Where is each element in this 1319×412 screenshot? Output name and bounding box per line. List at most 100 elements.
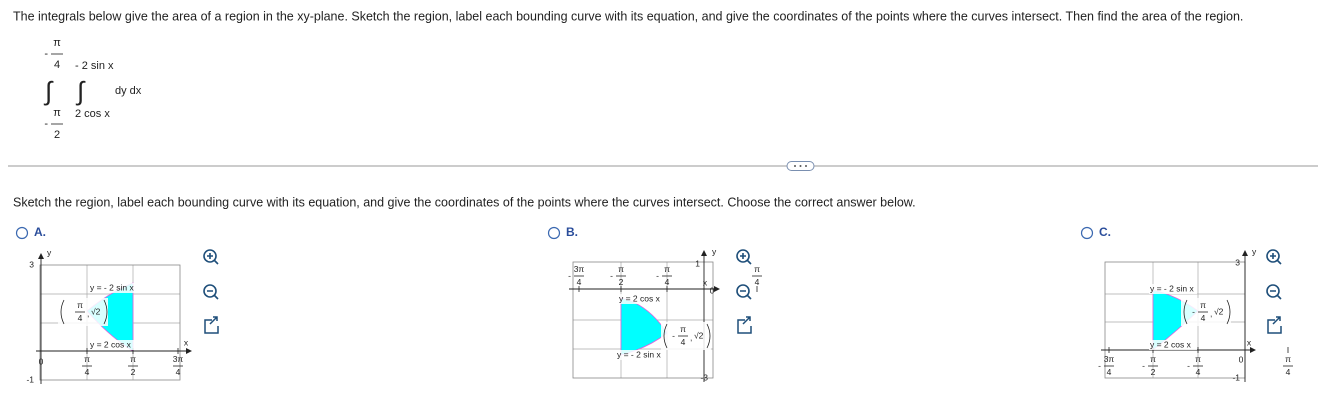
fraction-sign: -: [1192, 306, 1195, 316]
option-label: A.: [34, 225, 46, 239]
fraction-sign: -: [568, 270, 571, 280]
point-y: √2: [91, 306, 101, 316]
zoom-icon[interactable]: [736, 249, 750, 263]
zoom-icon[interactable]: [203, 249, 217, 263]
fraction-sign: -: [672, 330, 675, 340]
fraction-denominator: 4: [755, 277, 760, 287]
zoom-icon[interactable]: [1266, 284, 1280, 298]
zoom-in-button[interactable]: [736, 249, 752, 265]
zoom-in-button[interactable]: [1266, 249, 1282, 265]
question: The integrals below give the area of a r…: [13, 9, 1243, 23]
y-min-label: -1: [26, 374, 34, 384]
point-separator: ,: [87, 308, 89, 318]
point-separator: ,: [690, 332, 692, 342]
zoom-icon[interactable]: [1270, 253, 1282, 265]
popout-icon[interactable]: [737, 316, 752, 334]
fraction-denominator: 2: [131, 367, 136, 377]
x-arrow: [1250, 347, 1256, 353]
curve-label-bg: [616, 350, 664, 360]
fraction-numerator: 3π: [574, 264, 585, 274]
radio-button[interactable]: [1080, 226, 1094, 240]
zoom-in-button[interactable]: [203, 249, 219, 265]
x-axis-label: x: [703, 277, 708, 287]
paren: [663, 323, 668, 349]
fraction-numerator: π: [618, 264, 624, 274]
zoom-icon[interactable]: [207, 290, 219, 300]
x-axis-label: x: [184, 337, 189, 347]
fraction-denominator: 4: [1107, 367, 1112, 377]
fraction-numerator: π: [53, 107, 61, 119]
popout-icon[interactable]: [204, 316, 219, 334]
fraction-sign: -: [610, 270, 613, 280]
inner-upper: - 2 sin x: [75, 60, 114, 72]
paren: [1183, 299, 1188, 325]
zoom-icon[interactable]: [736, 284, 750, 298]
zoom-out-button[interactable]: [203, 284, 219, 300]
x-axis-label: x: [1247, 337, 1252, 347]
fraction-denominator: 4: [1196, 367, 1201, 377]
zoom-icon[interactable]: [740, 290, 752, 300]
popout-button[interactable]: [737, 316, 752, 334]
fraction-denominator: 4: [665, 277, 670, 287]
fraction-denominator: 4: [85, 367, 90, 377]
option-label: C.: [1099, 225, 1111, 239]
y-axis-label: y: [47, 247, 52, 257]
fraction-sign: -: [44, 48, 48, 60]
curve-label-bg: [1149, 340, 1197, 350]
y-arrow: [38, 253, 44, 259]
curve-label: y = - 2 sin x: [617, 349, 661, 359]
curve-label: y = 2 cos x: [1150, 339, 1192, 349]
fraction-sign: -: [1142, 360, 1145, 370]
fraction-denominator: 2: [1151, 367, 1156, 377]
fraction-denominator: 4: [681, 337, 686, 347]
zoom-out-button[interactable]: [736, 284, 752, 300]
fraction-denominator: 4: [1201, 313, 1206, 323]
integral-sign: ∫: [43, 76, 54, 106]
integral-sign: ∫: [75, 76, 86, 106]
origin-label: 0: [1239, 354, 1244, 364]
paren: [1226, 299, 1231, 325]
option-label: B.: [566, 225, 578, 239]
fraction-denominator: 2: [619, 277, 624, 287]
popout-button[interactable]: [204, 316, 219, 334]
curve-label-bg: [89, 340, 137, 350]
fraction-denominator: 4: [577, 277, 582, 287]
fraction-numerator: π: [1150, 354, 1156, 364]
zoom-out-button[interactable]: [1266, 284, 1282, 300]
curve-label-bg: [1149, 284, 1197, 294]
point-y: √2: [694, 330, 704, 340]
expand-button[interactable]: [786, 161, 815, 171]
radio-button[interactable]: [547, 226, 561, 240]
curve-label-bg: [618, 294, 666, 304]
fraction-sign: -: [1098, 360, 1101, 370]
curve-label: y = - 2 sin x: [1150, 283, 1194, 293]
zoom-icon[interactable]: [1266, 249, 1280, 263]
y-max-label: 3: [29, 259, 34, 269]
y-max-label: 3: [1235, 257, 1240, 267]
fraction-denominator: 4: [78, 313, 83, 323]
popout-button[interactable]: [1267, 316, 1282, 334]
fraction-numerator: π: [130, 354, 136, 364]
radio-button[interactable]: [15, 226, 29, 240]
curve-label: y = 2 cos x: [619, 293, 661, 303]
zoom-icon[interactable]: [203, 284, 217, 298]
inner-lower: 2 cos x: [75, 108, 110, 120]
fraction-numerator: π: [680, 324, 686, 334]
fraction-sign: -: [656, 270, 659, 280]
y-axis-label: y: [1252, 246, 1257, 256]
fraction-denominator: 4: [54, 59, 60, 71]
zoom-icon[interactable]: [207, 253, 219, 265]
y-max-label: 1: [695, 258, 700, 268]
region: [620, 297, 668, 356]
popout-icon[interactable]: [1267, 316, 1282, 334]
zoom-icon[interactable]: [740, 253, 752, 265]
fraction-denominator: 4: [1286, 367, 1291, 377]
zoom-icon[interactable]: [1270, 290, 1282, 300]
y-axis-label: y: [712, 246, 717, 256]
fraction-numerator: π: [1200, 300, 1206, 310]
fraction-numerator: π: [53, 37, 61, 49]
